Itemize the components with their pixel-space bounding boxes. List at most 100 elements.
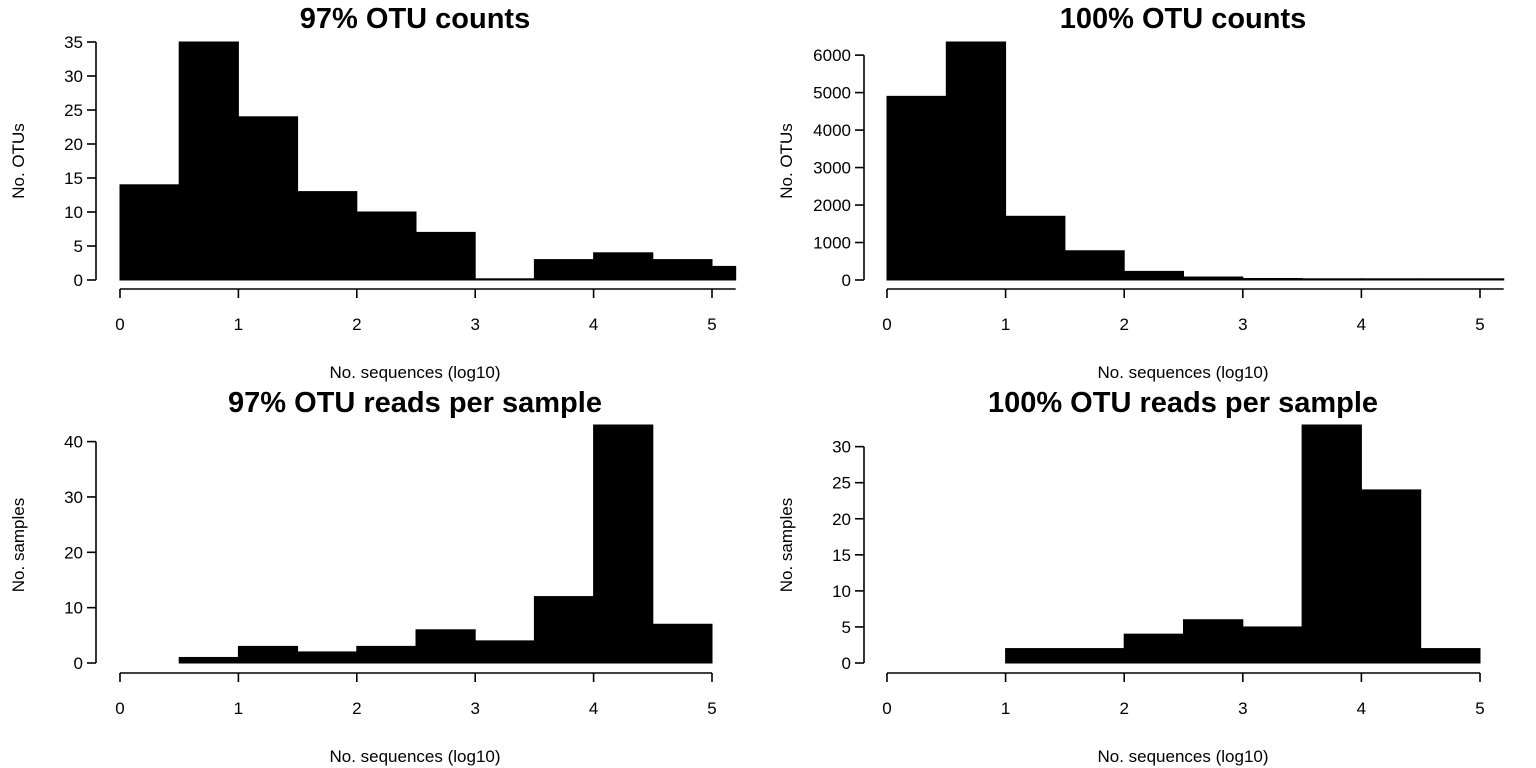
x-tick-label: 4 [589,315,598,334]
x-tick-label: 2 [1119,699,1128,718]
y-tick-label: 20 [64,135,83,154]
y-tick-label: 0 [842,654,851,673]
histogram-bar [593,424,654,664]
chart-title: 97% OTU reads per sample [228,387,602,419]
histogram-bar [297,651,358,664]
y-tick-label: 5000 [813,84,851,103]
y-tick-label: 40 [64,433,83,452]
histogram-bar [1064,250,1125,281]
x-tick-label: 0 [115,699,124,718]
histogram-bar [652,623,713,664]
x-tick-label: 2 [352,315,361,334]
histogram-bar [533,596,595,664]
x-tick-label: 4 [1357,315,1366,334]
x-tick-label: 5 [707,315,716,334]
y-tick-label: 10 [64,599,83,618]
y-tick-label: 15 [832,546,851,565]
x-tick-label: 2 [352,699,361,718]
x-tick-label: 0 [115,315,124,334]
histogram-bar [178,656,239,664]
y-tick-label: 10 [832,582,851,601]
y-tick-label: 0 [74,654,83,673]
histogram-bar [237,645,299,664]
chart-panel-1: 97% OTU counts 0 5 10 15 20 25 30 35 0 1 2 3 4 5 No. se… [9,3,737,382]
y-tick-label: 2000 [813,196,851,215]
histogram-bar [1183,276,1244,281]
x-tick-label: 1 [234,315,243,334]
x-tick-label: 1 [234,699,243,718]
histogram-bar [237,116,299,281]
y-tick-label: 20 [64,543,83,562]
histogram-bar [652,259,713,281]
x-tick-label: 1 [1001,315,1010,334]
histogram-bar [1183,619,1244,664]
y-axis-label: No. samples [777,498,796,592]
x-tick-label: 4 [1357,699,1366,718]
histogram-bar [415,231,476,281]
y-tick-label: 35 [64,33,83,52]
histogram-bar [1123,270,1184,281]
y-tick-label: 5 [74,237,83,256]
histogram-bar [356,645,417,664]
x-tick-label: 0 [882,699,891,718]
chart-panel-2: 100% OTU counts 0 1000 2000 3000 4000 5000 6000… [777,3,1505,382]
histogram-bar [945,41,1007,281]
y-tick-label: 10 [64,203,83,222]
histogram-bar [415,629,476,664]
histogram-bar [1479,278,1505,281]
histogram-bar [533,259,595,281]
x-tick-label: 3 [470,315,479,334]
y-tick-label: 6000 [813,46,851,65]
histogram-bar [474,278,535,281]
y-tick-label: 4000 [813,121,851,140]
x-tick-label: 5 [1475,699,1484,718]
histogram-bar [1123,633,1184,664]
y-tick-label: 30 [64,488,83,507]
x-tick-label: 3 [470,699,479,718]
y-tick-label: 3000 [813,159,851,178]
y-tick-label: 0 [842,271,851,290]
y-axis-label: No. samples [9,498,28,592]
histogram-bar [886,95,947,281]
x-tick-label: 0 [882,315,891,334]
histogram-bar [1242,278,1303,281]
chart-title: 100% OTU counts [1060,3,1307,35]
x-axis-label: No. sequences (log10) [1097,747,1268,766]
histogram-bar [474,640,535,664]
y-tick-label: 1000 [813,234,851,253]
histogram-bar [1420,648,1481,664]
y-tick-label: 0 [74,271,83,290]
y-tick-label: 30 [832,438,851,457]
x-axis-label: No. sequences (log10) [329,747,500,766]
chart-panel-3: 97% OTU reads per sample 0 10 20 30 40 0 1 2 3 4 5 N… [9,387,717,766]
histogram-bar [711,265,737,281]
y-tick-label: 5 [842,618,851,637]
y-axis-label: No. OTUs [777,123,796,199]
histogram-bar [1360,489,1422,664]
histogram-bar [1420,278,1481,281]
y-axis-label: No. OTUs [9,123,28,199]
histogram-bar [178,41,239,281]
y-tick-label: 25 [832,474,851,493]
x-tick-label: 4 [589,699,598,718]
y-tick-label: 30 [64,67,83,86]
histogram-bar [1005,215,1066,281]
histogram-bar [1005,648,1066,664]
x-tick-label: 2 [1119,315,1128,334]
histogram-bar [593,252,654,281]
histogram-bar [1301,278,1362,281]
y-tick-label: 25 [64,101,83,120]
x-tick-label: 3 [1238,315,1247,334]
histogram-bar [1360,278,1422,281]
chart-title: 97% OTU counts [300,3,530,35]
histogram-bar [297,191,358,281]
histogram-bar [1242,626,1303,664]
y-tick-label: 15 [64,169,83,188]
y-tick-label: 20 [832,510,851,529]
x-tick-label: 3 [1238,699,1247,718]
x-axis-label: No. sequences (log10) [329,363,500,382]
x-tick-label: 1 [1001,699,1010,718]
histogram-bar [119,184,180,281]
